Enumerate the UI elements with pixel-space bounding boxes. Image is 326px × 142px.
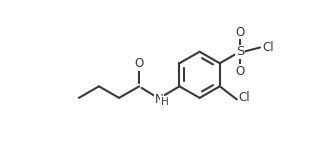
Text: Cl: Cl — [239, 91, 250, 104]
Text: N: N — [155, 93, 164, 106]
Text: H: H — [161, 97, 169, 107]
Text: O: O — [135, 57, 144, 70]
Text: Cl: Cl — [263, 41, 274, 54]
Text: S: S — [236, 45, 244, 58]
Text: O: O — [235, 26, 244, 39]
Text: O: O — [235, 65, 244, 78]
